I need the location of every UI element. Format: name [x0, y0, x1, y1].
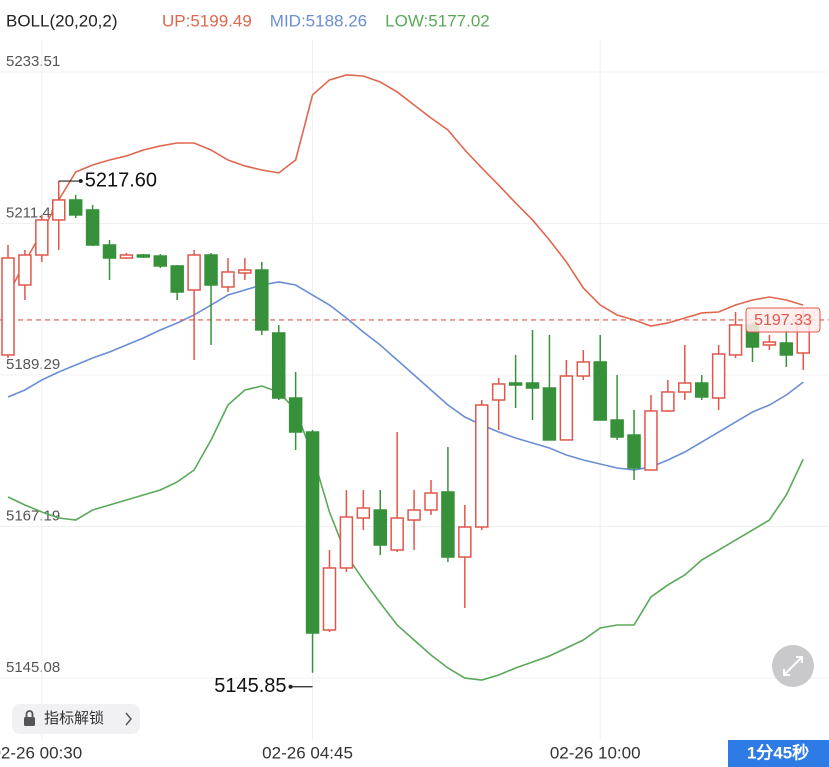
candle-body [491, 383, 506, 401]
candle-body [441, 491, 455, 558]
candle-body [102, 244, 117, 259]
x-tick-label: 02-26 10:00 [550, 743, 641, 762]
unlock-label[interactable]: 指标解锁 [44, 710, 104, 727]
candle-body [424, 492, 438, 511]
candle-body [221, 271, 235, 288]
candle-body [610, 419, 624, 438]
max-label: 5217.60 [85, 169, 157, 191]
candle-body [119, 254, 134, 259]
timer-text: 1分45秒 [747, 742, 809, 762]
candle-body [407, 509, 421, 521]
y-tick-label: 5189.29 [6, 356, 60, 373]
legend-entry: LOW:5177.02 [385, 11, 490, 30]
candle-body [559, 375, 574, 441]
candle-body [542, 387, 557, 441]
legend-entry: UP:5199.49 [162, 11, 252, 30]
candle-body [728, 324, 743, 356]
expand-button[interactable] [772, 645, 814, 687]
indicator-name: BOLL(20,20,2) [6, 11, 118, 30]
timer-badge: 1分45秒 [728, 740, 829, 767]
unlock-button[interactable]: 指标解锁 [12, 704, 140, 734]
candle-body [153, 255, 168, 267]
min-label: 5145.85 [214, 675, 286, 697]
candle-body [204, 254, 218, 286]
candle-body [390, 517, 404, 551]
lock-icon [25, 710, 34, 717]
candle-body [576, 361, 591, 377]
last-price-tag [745, 307, 821, 333]
candle-body [339, 516, 354, 569]
candle-body [68, 199, 83, 216]
y-tick-label: 5233.51 [6, 53, 60, 70]
candle-body [678, 382, 692, 393]
plot-area: 5233.51 5211.40 5189.29 5167.19 5145.08 02-26… [0, 40, 829, 762]
candle-body [305, 431, 320, 634]
expand-icon [783, 656, 803, 676]
candle-body [762, 341, 777, 346]
legend-entry: MID:5188.26 [270, 11, 367, 30]
candle-body [238, 269, 252, 274]
candle-body [694, 382, 709, 398]
candle-body [52, 199, 66, 221]
candle-body [475, 404, 489, 528]
candle-body [288, 397, 303, 433]
candle-body [779, 342, 794, 356]
boll-band [7, 281, 804, 471]
candle-body [525, 382, 540, 389]
x-tick-label: 02-26 00:30 [0, 743, 82, 762]
candle-body [1, 257, 15, 356]
candle-body [35, 219, 49, 256]
boll-band [7, 74, 804, 327]
candle-body [271, 332, 286, 399]
candle-body [170, 265, 184, 293]
candle-body [373, 509, 387, 546]
candle-body [661, 391, 675, 412]
candle-body [627, 434, 641, 469]
y-tick-label: 5211.40 [6, 205, 59, 222]
timer-bg [728, 740, 829, 767]
x-tick-label: 02-26 04:45 [262, 743, 353, 762]
candle-body [508, 382, 523, 386]
lock-icon [24, 717, 35, 726]
candle-body [85, 209, 100, 246]
candle-body [322, 567, 337, 631]
indicator-header: BOLL(20,20,2) UP:5199.49 MID:5188.26 LOW:5… [6, 11, 490, 30]
candle-body [136, 254, 151, 258]
y-tick-label: 5145.08 [6, 659, 60, 676]
candle-body [711, 353, 726, 399]
candle-body [458, 526, 472, 558]
candle-body [187, 254, 201, 291]
min-dot [288, 684, 293, 689]
chevron-icon [125, 712, 132, 726]
candle-body [593, 361, 607, 421]
candle-body [356, 507, 371, 519]
boll-band [7, 385, 804, 681]
unlock-button-bg[interactable] [12, 704, 140, 734]
candle-body [18, 254, 32, 286]
max-dot [78, 179, 83, 184]
last-price-label: 5197.33 [754, 312, 812, 329]
y-tick-label: 5167.19 [6, 507, 60, 524]
candle-body [255, 269, 269, 331]
candle-body [644, 410, 658, 471]
